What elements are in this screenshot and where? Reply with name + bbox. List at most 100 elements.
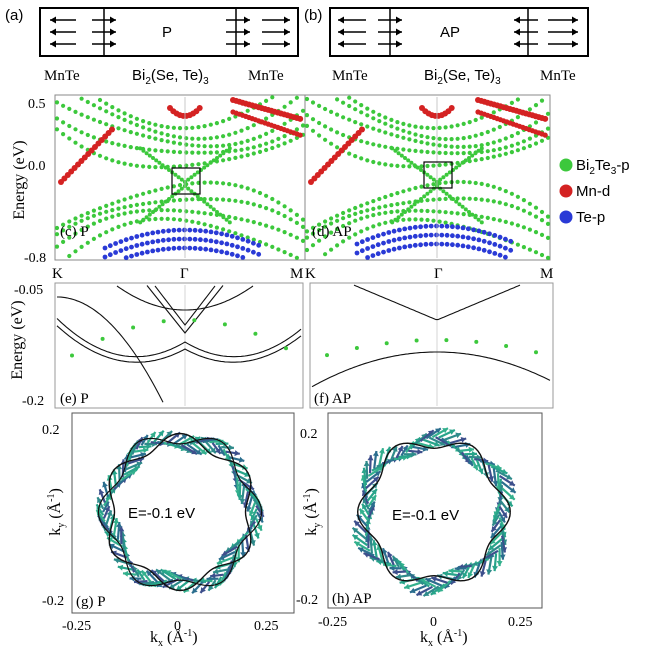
band-point-bi2te3 [509, 133, 514, 139]
band-point-bi2te3 [401, 217, 406, 222]
band-point-bi2te3 [264, 193, 269, 198]
band-point-bi2te3 [270, 145, 275, 151]
spin-texture-arrow-head [454, 565, 460, 572]
band-point-bi2te3 [347, 103, 352, 109]
band-point-bi2te3 [233, 155, 238, 160]
band-point-te-p [460, 234, 466, 240]
band-point-bi2te3 [128, 120, 133, 125]
band-point-bi2te3 [208, 144, 213, 149]
band-point-te-p [407, 234, 413, 240]
band-point-te-p [240, 237, 246, 242]
band-point-bi2te3 [214, 197, 219, 202]
spin-texture-arrow-head [472, 464, 478, 471]
band-point-bi2te3 [214, 135, 219, 140]
band-point-bi2te3 [545, 235, 551, 240]
band-point-bi2te3 [491, 110, 496, 115]
band-point-bi2te3 [419, 140, 424, 145]
band-point-bi2te3 [300, 108, 306, 113]
band-point-bi2te3 [141, 217, 146, 222]
band-point-bi2te3 [190, 209, 195, 214]
band-point-bi2te3 [467, 120, 472, 125]
panel-g-label: (g) P [76, 594, 106, 610]
band-point-bi2te3 [407, 217, 412, 222]
band-point-bi2te3 [163, 165, 168, 170]
band-point-bi2te3 [425, 125, 430, 130]
band-point-bi2te3 [485, 215, 490, 220]
band-point-bi2te3 [215, 156, 219, 160]
band-point-bi2te3 [202, 211, 207, 216]
band-point-te-p [155, 229, 161, 235]
band-point-bi2te3 [177, 150, 183, 155]
band-point-bi2te3 [122, 143, 127, 148]
spin-texture-arrow-head [416, 590, 423, 596]
band-point-bi2te3 [407, 200, 412, 205]
zoom-band-point [474, 339, 479, 344]
band-point-bi2te3 [461, 212, 466, 217]
legend-swatch [559, 210, 573, 224]
band-point-bi2te3 [122, 197, 127, 202]
spin-texture-arrow-head [430, 589, 437, 595]
band-point-te-p [418, 224, 423, 230]
band-point-bi2te3 [390, 220, 395, 225]
band-point-bi2te3 [224, 217, 229, 222]
band-point-bi2te3 [189, 175, 194, 180]
band-point-mn-d [542, 115, 549, 122]
band-point-bi2te3 [282, 213, 287, 219]
band-point-bi2te3 [425, 172, 430, 177]
band-point-bi2te3 [401, 135, 406, 140]
band-point-bi2te3 [159, 216, 164, 221]
band-point-te-p [492, 251, 498, 256]
band-point-bi2te3 [245, 138, 250, 143]
band-point-te-p [213, 239, 219, 245]
band-point-te-p [439, 223, 445, 229]
zoom-band-point [284, 346, 288, 351]
band-point-bi2te3 [251, 202, 256, 207]
band-point-bi2te3 [371, 213, 376, 218]
spin-texture-arrow-head [214, 582, 221, 589]
band-point-bi2te3 [515, 242, 521, 247]
band-point-bi2te3 [413, 148, 418, 153]
band-point-bi2te3 [461, 151, 466, 156]
band-point-bi2te3 [211, 158, 216, 163]
band-point-te-p [176, 245, 182, 251]
band-point-te-p [476, 246, 482, 252]
band-point-bi2te3 [425, 217, 430, 223]
spin-texture-arrow-head [367, 455, 374, 461]
band-point-bi2te3 [455, 136, 460, 141]
band-point-bi2te3 [431, 163, 436, 168]
band-point-te-p [182, 245, 187, 251]
band-point-bi2te3 [288, 208, 293, 213]
band-point-bi2te3 [515, 141, 521, 146]
band-point-bi2te3 [407, 130, 412, 135]
band-point-te-p [497, 234, 503, 240]
spin-texture-arrow-head [354, 520, 360, 527]
band-point-bi2te3 [395, 209, 400, 214]
band-point-bi2te3 [406, 207, 411, 212]
spin-texture-arrow-head [256, 524, 263, 531]
spin-texture-arrow-head [372, 451, 379, 457]
spin-texture-arrow-head [191, 448, 197, 455]
band-point-te-p [481, 229, 487, 235]
band-point-bi2te3 [365, 106, 370, 111]
spin-texture-arrow-head [501, 468, 508, 475]
spin-texture-arrow-head [439, 440, 446, 446]
band-point-bi2te3 [389, 203, 394, 208]
band-point-bi2te3 [245, 126, 250, 131]
band-point-bi2te3 [441, 175, 446, 180]
band-point-bi2te3 [116, 224, 121, 229]
band-point-bi2te3 [300, 123, 306, 128]
panel-e-label: (e) P [60, 391, 89, 407]
band-point-bi2te3 [503, 189, 508, 194]
band-point-bi2te3 [341, 100, 346, 105]
band-point-bi2te3 [539, 209, 545, 215]
band-point-bi2te3 [144, 151, 149, 156]
band-point-bi2te3 [377, 161, 382, 166]
band-point-bi2te3 [276, 143, 281, 148]
band-point-bi2te3 [431, 218, 436, 223]
zoom-ylabel: Energy (eV) [9, 300, 26, 379]
band-point-te-p [251, 249, 256, 255]
band-point-te-p [251, 240, 256, 246]
band-point-bi2te3 [304, 247, 310, 253]
band-point-bi2te3 [359, 209, 364, 215]
band-point-bi2te3 [122, 205, 127, 210]
